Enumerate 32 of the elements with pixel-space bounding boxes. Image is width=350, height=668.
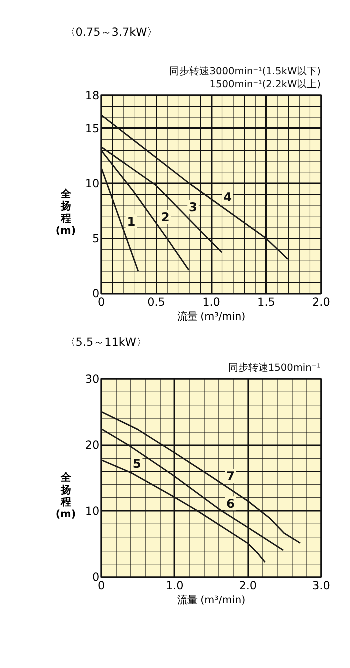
x-tick-label: 0.5 [148,296,166,310]
x-axis-title: 流量 (m³/min) [177,594,246,607]
x-tick-label: 1.0 [202,296,220,310]
y-tick-label: 30 [85,372,100,386]
annotation: 2 [161,210,170,224]
x-tick-label: 3.0 [312,580,330,593]
y-tick-label: 0 [92,571,100,584]
annotation: 3 [189,200,198,214]
chart-title: 〈0.75～3.7kW〉 [64,26,158,40]
text: 同步转速3000min⁻¹(1.5kW以下) [170,66,321,78]
x-tick-label: 1.0 [166,580,184,593]
y-axis-title: 全扬程(m) [56,472,76,521]
annotation: 1 [127,214,136,229]
x-tick-label: 2.0 [239,580,258,593]
y-tick-label: 10 [85,177,100,190]
y-axis-title: 全扬程(m) [56,188,76,238]
x-tick-label: 1.5 [258,296,276,310]
y-tick-label: 20 [85,438,100,452]
annotation: 6 [226,496,235,511]
y-tick-label: 5 [92,232,100,246]
y-tick-label: 18 [85,89,100,102]
x-axis-title: 流量 (m³/min) [177,311,246,324]
text: 1500min⁻¹(2.2kW以上) [210,80,321,91]
annotation: 7 [226,470,235,484]
y-tick-label: 15 [85,122,100,136]
y-tick-label: 0 [92,288,100,301]
annotation: 4 [224,190,232,205]
x-tick-label: 2.0 [312,296,330,310]
chart-title: 〈5.5～11kW〉 [64,336,148,349]
text: 同步转速1500min⁻¹ [228,363,321,374]
y-tick-label: 10 [85,505,100,518]
annotation: 5 [132,457,142,472]
